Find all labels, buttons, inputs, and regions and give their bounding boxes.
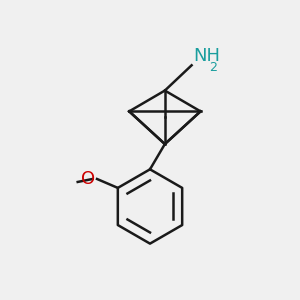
Text: NH: NH xyxy=(193,47,220,65)
Text: O: O xyxy=(81,170,95,188)
Text: 2: 2 xyxy=(209,61,217,74)
